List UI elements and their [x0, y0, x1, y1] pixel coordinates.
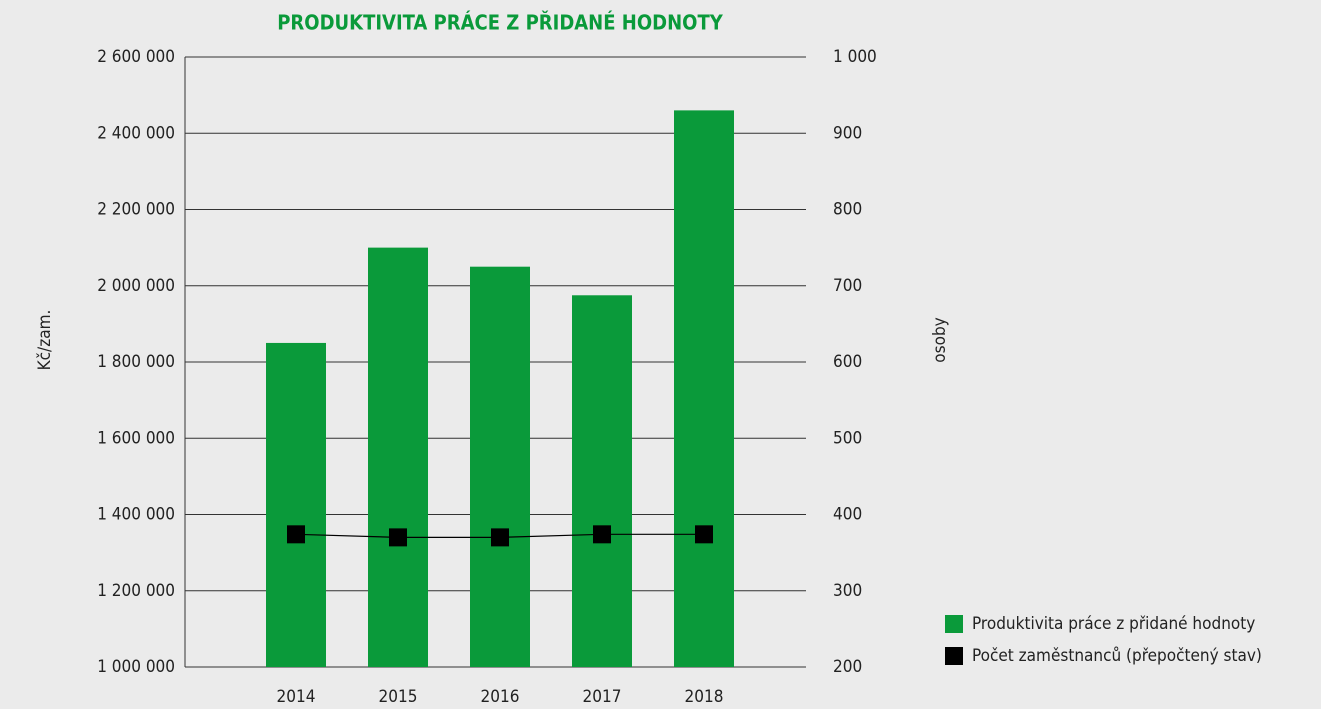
y-axis-label: Kč/zam. [35, 310, 55, 371]
bar [572, 295, 632, 667]
y2-tick-label: 700 [833, 276, 862, 296]
x-tick-label: 2018 [685, 687, 724, 707]
y2-tick-label: 300 [833, 581, 862, 601]
legend-label: Počet zaměstnanců (přepočtený stav) [972, 646, 1262, 666]
y-tick-label: 1 800 000 [97, 352, 175, 372]
y2-tick-label: 900 [833, 123, 862, 143]
line-marker [287, 525, 305, 544]
legend-label: Produktivita práce z přidané hodnoty [972, 614, 1255, 634]
y-tick-label: 1 200 000 [97, 581, 175, 601]
y2-tick-label: 500 [833, 428, 862, 448]
y2-tick-label: 800 [833, 200, 862, 220]
x-tick-label: 2016 [481, 687, 520, 707]
bar [368, 247, 428, 667]
x-tick-label: 2017 [583, 687, 622, 707]
y-tick-label: 2 200 000 [97, 200, 175, 220]
y2-tick-label: 1 000 [833, 47, 877, 67]
line-marker [389, 528, 407, 547]
chart-title: PRODUKTIVITA PRÁCE Z PŘIDANÉ HODNOTY [277, 11, 723, 35]
y-tick-label: 1 400 000 [97, 505, 175, 525]
y2-axis-label: osoby [930, 317, 950, 362]
y2-tick-label: 400 [833, 505, 862, 525]
y-tick-label: 2 600 000 [97, 47, 175, 67]
x-tick-label: 2015 [379, 687, 418, 707]
line-marker [593, 525, 611, 544]
legend-swatch [945, 647, 963, 665]
y-tick-label: 2 400 000 [97, 123, 175, 143]
line-marker [491, 528, 509, 547]
x-tick-label: 2014 [277, 687, 316, 707]
y2-tick-label: 600 [833, 352, 862, 372]
bar [266, 342, 326, 667]
legend-swatch [945, 615, 963, 633]
y-tick-label: 1 000 000 [97, 657, 175, 677]
bar [674, 110, 734, 667]
line-marker [695, 525, 713, 544]
y-tick-label: 1 600 000 [97, 428, 175, 448]
bar [470, 266, 530, 667]
y-tick-label: 2 000 000 [97, 276, 175, 296]
y2-tick-label: 200 [833, 657, 862, 677]
